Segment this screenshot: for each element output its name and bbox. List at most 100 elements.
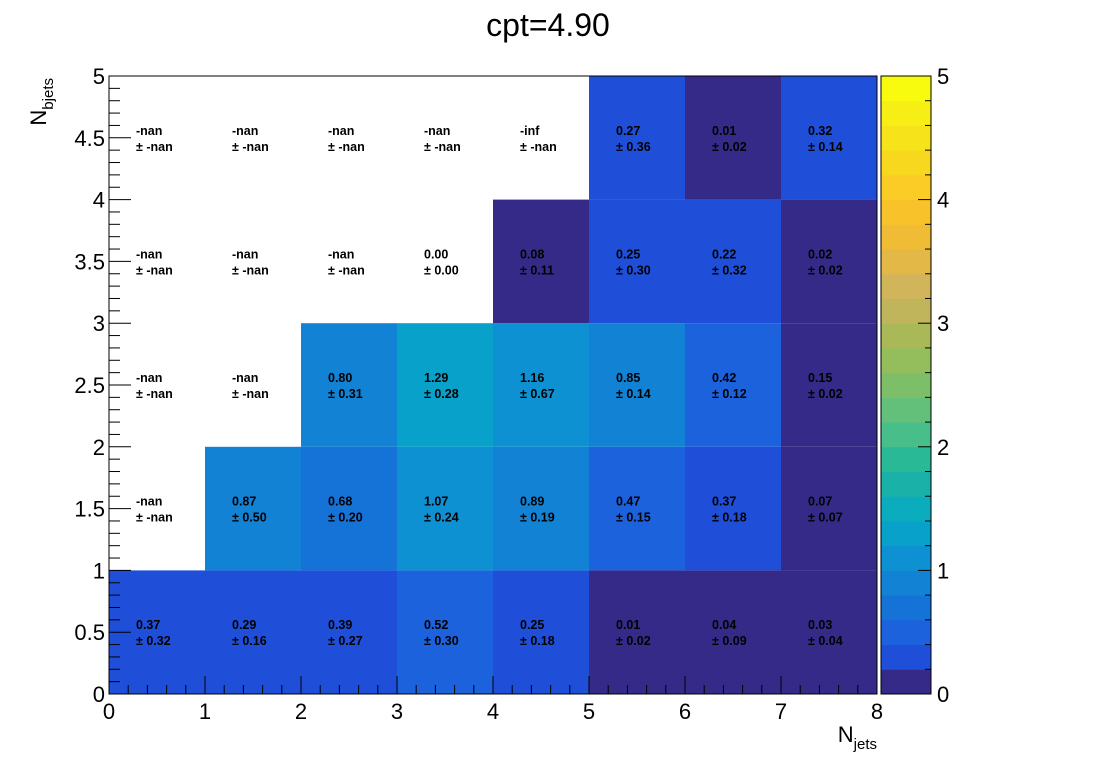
color-scale-swatch bbox=[881, 76, 931, 102]
x-tick-label: 5 bbox=[583, 699, 595, 724]
cell-value-label: -nan bbox=[136, 124, 162, 138]
cell-error-label: ± 0.30 bbox=[424, 634, 459, 648]
cell-error-label: ± 0.12 bbox=[712, 387, 747, 401]
color-scale-swatch bbox=[881, 570, 931, 596]
heatmap-cell bbox=[493, 199, 589, 324]
cell-error-label: ± 0.04 bbox=[808, 634, 843, 648]
color-scale-ticks: 0 1 2 3 4 5 bbox=[918, 64, 949, 707]
x-axis-ticks: 0 1 2 3 4 5 6 7 8 bbox=[103, 676, 883, 724]
y-tick-label: 4.5 bbox=[74, 126, 105, 151]
heatmap-cell bbox=[301, 323, 397, 447]
cell-value-label: -nan bbox=[232, 124, 258, 138]
cell-value-label: 0.87 bbox=[232, 495, 256, 509]
cell-value-label: 0.89 bbox=[520, 495, 544, 509]
color-scale-swatch bbox=[881, 199, 931, 225]
cell-error-label: ± 0.50 bbox=[232, 511, 267, 525]
cell-error-label: ± 0.32 bbox=[712, 263, 747, 277]
cell-error-label: ± 0.14 bbox=[808, 140, 843, 154]
cell-value-label: -inf bbox=[520, 124, 540, 138]
color-scale-tick-label: 4 bbox=[937, 188, 949, 213]
cell-value-label: 0.08 bbox=[520, 247, 544, 261]
y-axis-label-main: N bbox=[26, 110, 51, 126]
cell-value-label: -nan bbox=[136, 247, 162, 261]
cell-value-label: -nan bbox=[136, 495, 162, 509]
x-tick-label: 2 bbox=[295, 699, 307, 724]
cell-value-label: -nan bbox=[328, 247, 354, 261]
heatmap-cell bbox=[685, 446, 781, 571]
cell-value-label: 0.03 bbox=[808, 618, 832, 632]
color-scale-swatch bbox=[881, 669, 931, 695]
cell-error-label: ± 0.67 bbox=[520, 387, 555, 401]
cell-value-label: 0.02 bbox=[808, 247, 832, 261]
cell-value-label: -nan bbox=[232, 371, 258, 385]
cell-value-label: 1.07 bbox=[424, 495, 448, 509]
color-scale-swatch bbox=[881, 249, 931, 275]
y-axis-label-sub: bjets bbox=[40, 78, 57, 110]
x-axis-label-sub: jets bbox=[853, 736, 877, 753]
chart-title: cpt=4.90 bbox=[486, 7, 610, 43]
color-scale-swatch bbox=[881, 125, 931, 151]
cell-value-label: 0.15 bbox=[808, 371, 832, 385]
cell-error-label: ± 0.11 bbox=[520, 263, 554, 277]
cell-value-label: 0.01 bbox=[616, 618, 640, 632]
color-scale-swatch bbox=[881, 520, 931, 547]
cell-value-label: 0.01 bbox=[712, 124, 736, 138]
color-scale-tick-label: 1 bbox=[937, 558, 949, 583]
color-scale-swatch bbox=[881, 100, 931, 126]
heatmap-cell bbox=[589, 199, 685, 324]
heatmap-cell bbox=[781, 323, 877, 447]
cell-error-label: ± 0.32 bbox=[136, 634, 171, 648]
heatmap-cells bbox=[109, 76, 877, 694]
cell-value-label: 1.29 bbox=[424, 371, 448, 385]
y-tick-label: 3 bbox=[93, 311, 105, 336]
cell-error-label: ± 0.00 bbox=[424, 263, 459, 277]
cell-error-label: ± 0.18 bbox=[520, 634, 555, 648]
x-tick-label: 0 bbox=[103, 699, 115, 724]
cell-value-label: -nan bbox=[136, 371, 162, 385]
cell-value-label: -nan bbox=[328, 124, 354, 138]
cell-value-label: 0.22 bbox=[712, 247, 736, 261]
cell-error-label: ± -nan bbox=[520, 140, 557, 154]
cell-value-label: 0.42 bbox=[712, 371, 736, 385]
heatmap-cell bbox=[301, 446, 397, 571]
cell-error-label: ± 0.24 bbox=[424, 511, 459, 525]
x-axis-label-main: N bbox=[838, 722, 854, 747]
heatmap-cell bbox=[205, 570, 301, 694]
cell-error-label: ± -nan bbox=[136, 511, 173, 525]
cell-value-label: 0.00 bbox=[424, 247, 448, 261]
x-tick-label: 7 bbox=[775, 699, 787, 724]
cell-value-label: 0.07 bbox=[808, 495, 832, 509]
cell-value-label: 0.25 bbox=[520, 618, 544, 632]
color-scale-swatch bbox=[881, 174, 931, 201]
cell-value-label: 0.47 bbox=[616, 495, 640, 509]
heatmap-cell bbox=[589, 323, 685, 447]
color-scale-frame bbox=[880, 75, 932, 695]
y-tick-label: 5 bbox=[93, 64, 105, 89]
y-tick-label: 0 bbox=[93, 682, 105, 707]
cell-error-label: ± -nan bbox=[136, 263, 173, 277]
heatmap-cell bbox=[685, 199, 781, 324]
color-scale-swatch bbox=[881, 595, 931, 621]
cell-error-label: ± 0.02 bbox=[616, 634, 651, 648]
cell-error-label: ± 0.14 bbox=[616, 387, 651, 401]
heatmap-cell bbox=[589, 76, 685, 200]
heatmap-cell bbox=[685, 76, 781, 200]
cell-value-label: 1.16 bbox=[520, 371, 544, 385]
y-tick-label: 4 bbox=[93, 188, 105, 213]
color-scale-swatch bbox=[881, 323, 931, 349]
color-scale-swatch bbox=[881, 644, 931, 670]
color-scale-swatch bbox=[881, 422, 931, 448]
cell-error-label: ± -nan bbox=[136, 387, 173, 401]
heatmap-cell bbox=[397, 323, 493, 447]
heatmap-cell bbox=[685, 323, 781, 447]
x-tick-label: 6 bbox=[679, 699, 691, 724]
cell-error-label: ± -nan bbox=[232, 387, 269, 401]
cell-labels: 0.37 ± 0.32 0.29 ± 0.16 0.39 ± 0.27 0.52 ± 0.30… bbox=[136, 124, 843, 648]
cell-value-label: 0.32 bbox=[808, 124, 832, 138]
cell-value-label: 0.25 bbox=[616, 247, 640, 261]
color-scale-swatch bbox=[881, 372, 931, 398]
cell-value-label: 0.37 bbox=[136, 618, 160, 632]
heatmap-cell bbox=[589, 570, 685, 694]
y-tick-label: 0.5 bbox=[74, 620, 105, 645]
